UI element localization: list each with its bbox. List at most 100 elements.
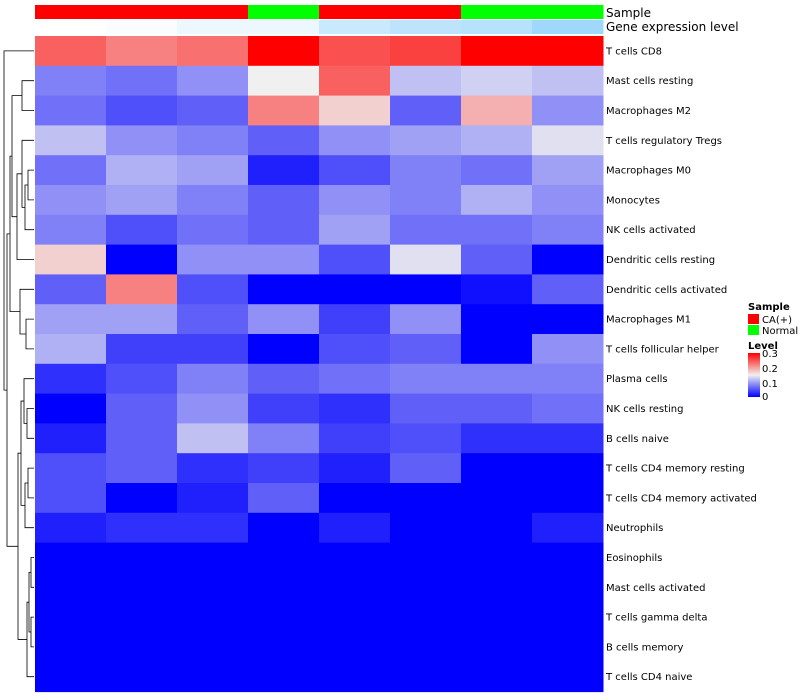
gene-expression-track-label: Gene expression level: [606, 20, 739, 34]
heatmap-cell: [35, 632, 107, 663]
row-labels: T cells CD8 Mast cells resting Macrophages…: [605, 46, 757, 683]
row-label: Macrophages M1: [606, 315, 691, 326]
level-colorbar: [748, 353, 760, 397]
sample-annotation-cell: [106, 5, 178, 19]
heatmap-cell: [461, 453, 533, 484]
heatmap-cell: [177, 423, 249, 454]
heatmap-cell: [532, 244, 604, 275]
heatmap-cell: [390, 214, 462, 246]
heatmap-cell: [177, 542, 249, 573]
heatmap-cell: [390, 393, 462, 424]
heatmap-cell: [106, 483, 178, 514]
row-label: T cells regulatory Tregs: [605, 136, 722, 147]
heatmap-cell: [532, 95, 604, 126]
heatmap-cell: [461, 274, 533, 305]
heatmap-cell: [461, 65, 533, 97]
heatmap-cell: [390, 185, 462, 216]
heatmap-cell: [106, 512, 178, 544]
level-tick-2: 0.1: [762, 379, 778, 390]
heatmap-cell: [35, 393, 107, 424]
dendrogram-branch: [6, 233, 18, 547]
heatmap-cell: [532, 542, 604, 573]
heatmap-cell: [319, 155, 391, 186]
heatmap-cell: [461, 393, 533, 424]
heatmap-cell: [532, 393, 604, 424]
heatmap-cell: [106, 185, 178, 216]
heatmap-cell: [319, 125, 391, 156]
dendrogram-branch: [17, 452, 27, 640]
heatmap-cell: [319, 632, 391, 663]
dendrogram-branch: [30, 616, 34, 648]
heatmap-cell: [532, 214, 604, 246]
heatmap-cell: [106, 453, 178, 484]
level-tick-3: 0: [762, 392, 768, 403]
heatmap-cell: [106, 274, 178, 305]
heatmap-cell: [319, 602, 391, 633]
heatmap-cell: [461, 334, 533, 365]
heatmap-cell: [35, 214, 107, 246]
row-label: NK cells resting: [606, 404, 683, 415]
heatmap-cell: [532, 185, 604, 216]
row-label: T cells CD4 memory resting: [605, 464, 745, 475]
heatmap-cell: [461, 185, 533, 216]
heatmap-cell: [390, 304, 462, 335]
expression-annotation-cell: [248, 20, 320, 34]
heatmap-cell: [177, 393, 249, 424]
heatmap-cell: [35, 602, 107, 633]
expression-annotation-cell: [461, 20, 533, 34]
heatmap-cell: [106, 334, 178, 365]
heatmap-cell: [390, 334, 462, 365]
heatmap-cell: [177, 512, 249, 544]
heatmap-cell: [390, 95, 462, 126]
heatmap-cells: [35, 36, 604, 693]
expression-annotation-cell: [532, 20, 604, 34]
legend-label-normal: Normal: [762, 326, 798, 337]
heatmap-cell: [177, 453, 249, 484]
heatmap-cell: [461, 512, 533, 544]
sample-annotation-cell: [248, 5, 320, 19]
heatmap-cell: [248, 244, 320, 275]
row-label: Macrophages M0: [606, 166, 691, 177]
heatmap-cell: [177, 65, 249, 97]
dendrogram-branch: [26, 601, 34, 678]
heatmap-cell: [390, 602, 462, 633]
heatmap-cell: [106, 363, 178, 395]
heatmap-cell: [248, 334, 320, 365]
heatmap-cell: [106, 65, 178, 97]
heatmap-cell: [177, 363, 249, 395]
expression-annotation-cell: [390, 20, 462, 34]
sample-annotation-track: [35, 5, 604, 19]
heatmap-cell: [532, 453, 604, 484]
row-label: B cells naive: [606, 434, 669, 445]
heatmap-cell: [35, 661, 107, 693]
heatmap-cell: [177, 274, 249, 305]
heatmap-cell: [319, 572, 391, 603]
heatmap-cell: [106, 125, 178, 156]
heatmap-cell: [532, 155, 604, 186]
row-label: Eosinophils: [606, 553, 662, 564]
row-label: T cells follicular helper: [605, 344, 720, 355]
heatmap-cell: [248, 393, 320, 424]
legend: Sample CA(+) Normal Level 0.3 0.2 0.1 0: [748, 302, 798, 403]
heatmap-cell: [319, 512, 391, 544]
heatmap-cell: [177, 155, 249, 186]
heatmap-cell: [177, 632, 249, 663]
heatmap-cell: [390, 572, 462, 603]
heatmap-cell: [35, 453, 107, 484]
dendrogram-branch: [24, 184, 34, 231]
heatmap-cell: [532, 65, 604, 97]
dendrogram-branch: [16, 173, 34, 260]
heatmap-cell: [532, 304, 604, 335]
heatmap-cell: [177, 483, 249, 514]
heatmap-cell: [35, 65, 107, 97]
heatmap-cell: [248, 95, 320, 126]
legend-swatch-normal: [748, 325, 759, 335]
heatmap-cell: [532, 512, 604, 544]
sample-track-label: Sample: [606, 6, 651, 20]
heatmap-cell: [461, 423, 533, 454]
heatmap-cell: [532, 274, 604, 305]
level-tick-1: 0.2: [762, 364, 778, 375]
row-label: T cells CD4 memory activated: [605, 493, 757, 504]
heatmap-cell: [532, 483, 604, 514]
heatmap-cell: [461, 542, 533, 573]
